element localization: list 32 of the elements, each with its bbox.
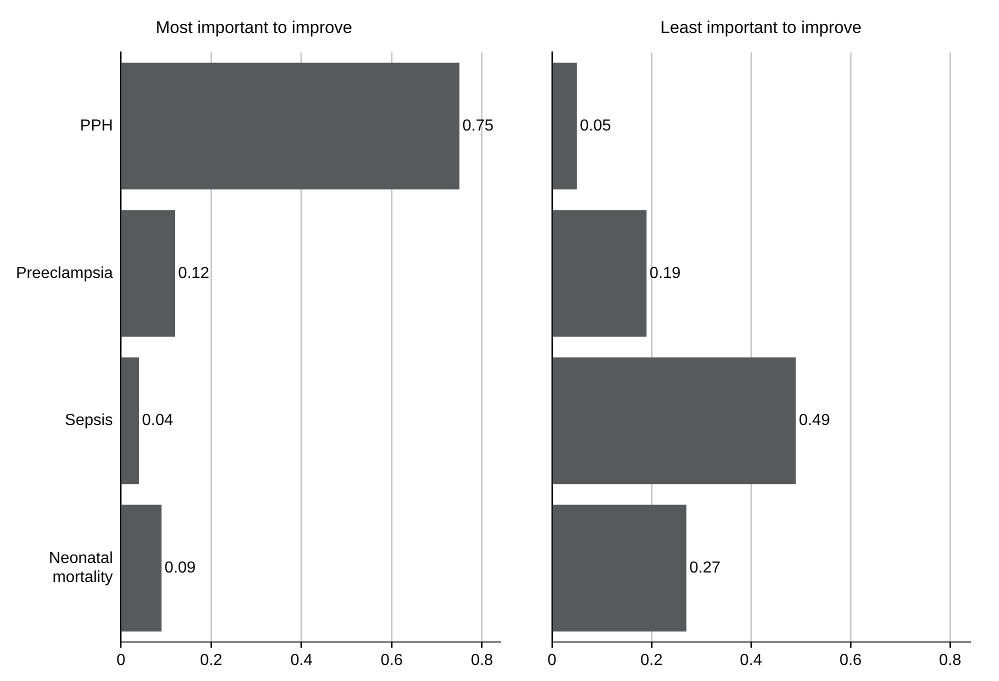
bar — [122, 504, 162, 632]
x-tick-label: 0.6 — [380, 652, 403, 669]
x-tick-label: 0 — [548, 652, 557, 669]
bar — [552, 210, 647, 337]
chart-title: Most important to improve — [156, 18, 352, 37]
data-label: 0.09 — [164, 560, 196, 577]
bar — [552, 504, 686, 632]
bar — [552, 62, 577, 190]
data-label: 0.27 — [689, 560, 721, 577]
bar — [122, 62, 460, 190]
data-label: 0.05 — [580, 117, 612, 134]
bar — [552, 357, 796, 484]
chart-title: Least important to improve — [660, 18, 862, 37]
x-tick-label: 0.8 — [938, 652, 962, 669]
x-tick-label: 0.4 — [740, 652, 762, 669]
y-tick-label: PPH — [80, 117, 113, 134]
y-tick-label: Neonatal mortality — [48, 550, 113, 586]
x-tick-label: 0 — [116, 652, 126, 669]
data-label: 0.19 — [650, 264, 681, 282]
x-tick-label: 0.8 — [470, 652, 494, 669]
y-tick-label: Sepsis — [64, 412, 113, 430]
bar — [122, 357, 139, 484]
data-label: 0.75 — [462, 117, 494, 134]
bar — [122, 210, 176, 337]
x-tick-label: 0.2 — [200, 652, 222, 669]
data-label: 0.12 — [178, 264, 210, 282]
data-label: 0.04 — [142, 412, 174, 430]
y-tick-label: Preeclampsia — [16, 264, 114, 282]
x-tick-label: 0.6 — [839, 652, 862, 669]
data-label: 0.49 — [798, 412, 830, 430]
x-tick-label: 0.2 — [640, 652, 663, 669]
x-tick-label: 0.4 — [290, 652, 313, 669]
